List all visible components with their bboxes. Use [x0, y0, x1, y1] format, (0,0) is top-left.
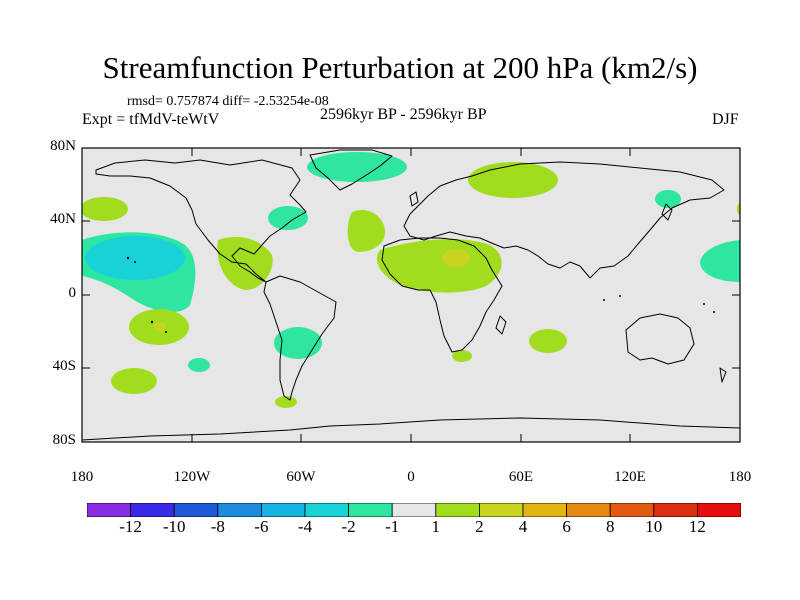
colorbar: [87, 503, 741, 517]
colorbar-label: 12: [688, 517, 706, 536]
y-tick-label: 40N: [50, 211, 76, 227]
coastlines: [82, 149, 740, 441]
x-ticks: [81, 148, 741, 442]
contour-pos-pacific-s: [111, 368, 157, 394]
contour-pos-n-africa: [376, 239, 502, 293]
colorbar-swatch: [130, 503, 175, 517]
colorbar-label: 2: [475, 517, 484, 536]
colorbar-swatch: [566, 503, 611, 517]
x-tick-label: 120E: [614, 469, 646, 485]
contour-pos2-pacific-sw: [154, 322, 166, 332]
colorbar-swatch: [260, 503, 306, 517]
x-tick-label: 0: [407, 469, 415, 485]
colorbar-swatch: [87, 503, 131, 517]
y-tick-label: 0: [68, 285, 77, 301]
colorbar-label: -1: [385, 517, 400, 536]
contour-neg-s-america: [274, 327, 322, 359]
map-field: [82, 148, 740, 442]
coast-greenland: [309, 149, 393, 191]
contour-neg-japan: [655, 190, 681, 208]
stats-text: rmsd= 0.757874 diff= -2.53254e-08: [127, 94, 329, 109]
contour-neg-pacific-e: [700, 240, 740, 282]
x-tick-label: 180: [728, 469, 752, 485]
contour-pos-pacific-nw: [82, 197, 128, 221]
x-tick-label: 60E: [508, 469, 534, 485]
colorbar-label: 1: [431, 517, 441, 536]
contour-neg2-pacific: [85, 236, 185, 280]
colorbar-label: -2: [341, 517, 356, 536]
colorbar-label: 6: [562, 517, 571, 536]
contour-neg-pacific-s: [188, 358, 210, 372]
season-label: DJF: [712, 111, 739, 128]
coast-eurasia: [403, 161, 725, 279]
colorbar-swatch: [697, 503, 741, 517]
contour-pos-indian-ocean: [529, 329, 567, 353]
contour-pos-eurasia: [468, 162, 558, 198]
contour-pos-s-america-tip: [275, 396, 297, 408]
colorbar-swatch: [173, 503, 219, 517]
colorbar-label: -10: [162, 517, 186, 536]
colorbar-swatch: [217, 503, 262, 517]
coast-africa: [381, 237, 503, 353]
colorbar-swatch: [478, 503, 524, 517]
coast-new-zealand: [719, 367, 727, 383]
island-dots: [126, 256, 715, 333]
plot-title: Streamfunction Perturbation at 200 hPa (…: [102, 50, 698, 85]
colorbar-label: 10: [645, 517, 663, 536]
colorbar-label: 4: [518, 517, 528, 536]
contour-neg-atlantic-nw: [268, 206, 308, 230]
contour-pos-s-africa: [452, 350, 472, 362]
period-text: 2596kyr BP - 2596kyr BP: [320, 106, 487, 123]
colorbar-label: -4: [297, 517, 313, 536]
x-tick-label: 120W: [173, 469, 211, 485]
coast-uk: [409, 191, 419, 207]
coast-north-america: [95, 159, 307, 283]
colorbar-swatch: [522, 503, 567, 517]
coast-madagascar: [495, 315, 507, 335]
coast-south-america: [263, 275, 337, 401]
coast-japan: [661, 203, 673, 221]
colorbar-swatch: [304, 503, 349, 517]
colorbar-label: -12: [119, 517, 142, 536]
contour-neg-greenland: [307, 152, 407, 182]
colorbar-swatch: [435, 503, 480, 517]
colorbar-swatch: [391, 503, 437, 517]
y-ticks: [82, 147, 740, 443]
colorbar-swatch: [348, 503, 393, 517]
coast-australia: [625, 313, 695, 365]
experiment-label: Expt = tfMdV-teWtV: [82, 111, 220, 128]
colorbar-swatch: [609, 503, 655, 517]
contour-pos-east-edge: [737, 202, 740, 216]
x-tick-label: 60W: [286, 469, 316, 485]
y-tick-label: 80N: [50, 138, 76, 154]
y-tick-label: 40S: [52, 358, 76, 374]
contour-pos2-n-africa: [442, 249, 470, 267]
colorbar-label: 8: [605, 517, 615, 536]
colorbar-label: -8: [210, 517, 225, 536]
colorbar-swatch: [653, 503, 698, 517]
contour-pos-n-atlantic: [347, 210, 385, 252]
coast-antarctica: [82, 417, 740, 441]
y-tick-label: 80S: [52, 432, 76, 448]
x-tick-label: 180: [70, 469, 94, 485]
colorbar-label: -6: [254, 517, 269, 536]
